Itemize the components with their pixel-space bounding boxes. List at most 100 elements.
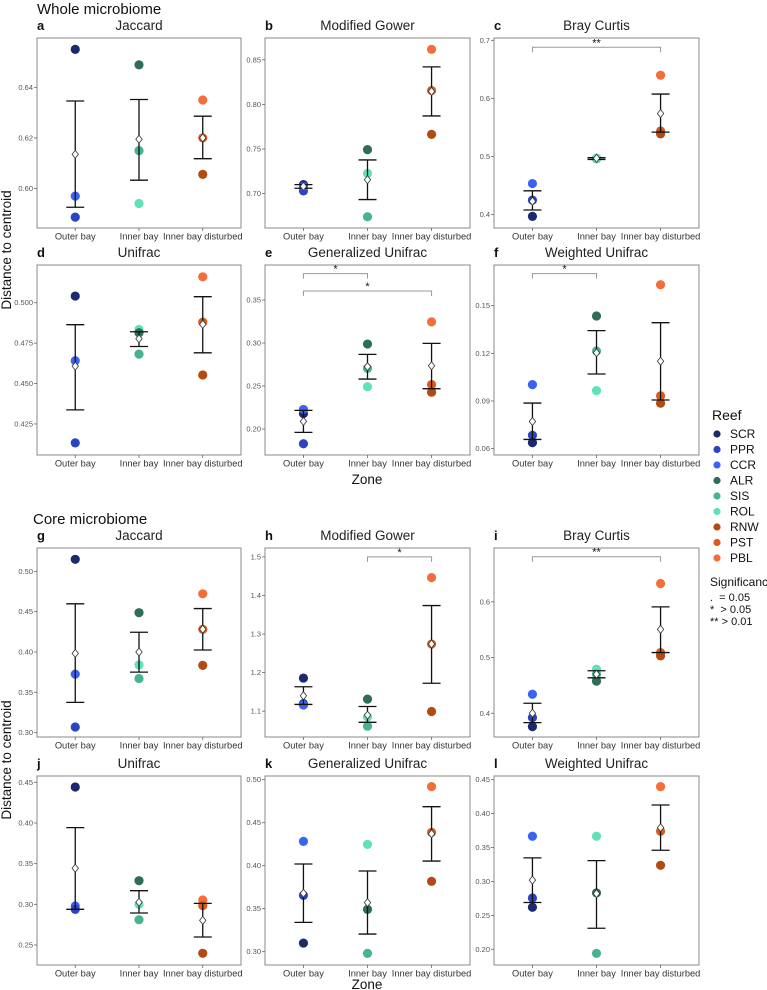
y-tick-label: 0.40 — [475, 809, 490, 818]
mean-marker — [199, 915, 207, 925]
y-tick-label: 0.80 — [246, 100, 261, 109]
point-rol — [134, 198, 144, 209]
mean-marker — [528, 416, 537, 427]
point-scr — [527, 902, 538, 912]
y-axis-title-whole: Distance to centroid — [0, 190, 14, 309]
mean-marker — [299, 416, 308, 427]
point-ccr — [298, 404, 309, 415]
x-tick-label: Inner bay disturbed — [163, 969, 243, 979]
point-ccr — [527, 178, 538, 189]
y-tick-label: 0.60 — [18, 184, 33, 193]
x-tick-label: Inner bay — [348, 969, 387, 979]
mean-marker — [71, 648, 79, 659]
mean-marker — [199, 133, 207, 143]
x-tick-label: Inner bay — [577, 741, 616, 751]
point-alr — [362, 144, 373, 155]
significance-bracket — [531, 556, 662, 562]
x-tick-label: Outer bay — [283, 969, 324, 979]
panel-letter: i — [494, 528, 498, 543]
x-axis-title-core: Zone — [352, 977, 383, 990]
point-scr — [70, 291, 80, 301]
y-tick-label: 0.25 — [475, 911, 490, 920]
point-sis — [362, 212, 373, 222]
point-rnw — [198, 660, 208, 670]
x-tick-label: Inner bay disturbed — [392, 232, 472, 242]
legend-swatch — [713, 476, 721, 485]
panel-title: Generalized Unifrac — [308, 756, 428, 771]
mean-marker — [363, 175, 372, 185]
legend-swatch — [713, 507, 721, 516]
x-tick-label: Inner bay disturbed — [621, 459, 701, 469]
mean-marker — [592, 348, 601, 358]
y-tick-label: 0.20 — [475, 945, 490, 954]
panel-title: Unifrac — [118, 756, 161, 771]
legend-swatch — [713, 445, 721, 454]
mean-marker — [427, 361, 436, 371]
x-tick-label: Outer bay — [283, 741, 324, 751]
panel-letter: h — [265, 528, 273, 543]
mean-marker — [528, 196, 537, 206]
point-sis — [362, 948, 373, 958]
x-tick-label: Inner bay — [577, 969, 616, 979]
legend-item-rol: ROL — [713, 505, 755, 519]
y-tick-label: 0.30 — [246, 339, 261, 348]
x-tick-label: Outer bay — [512, 969, 553, 979]
x-tick-label: Inner bay — [120, 232, 159, 242]
mean-marker — [199, 319, 207, 329]
x-tick-label: Outer bay — [512, 232, 553, 242]
point-rnw — [198, 370, 208, 380]
legend-label: ALR — [730, 474, 754, 488]
point-pbl — [426, 573, 437, 583]
panel-h: h Modified Gower 1.1 1.2 1.3 1.4 1.5 Outer bay I… — [251, 528, 472, 751]
panel-title: Modified Gower — [320, 18, 415, 33]
significance-label: ** — [592, 547, 601, 559]
point-scr — [70, 44, 80, 54]
panel-title: Jaccard — [115, 528, 162, 543]
legend-label: SIS — [730, 489, 749, 503]
point-alr — [362, 694, 373, 704]
point-alr — [134, 608, 144, 618]
legend-label: PST — [730, 536, 754, 550]
point-scr — [527, 438, 538, 448]
y-tick-label: 0.5 — [480, 653, 490, 662]
point-rnw — [655, 651, 666, 661]
mean-marker — [199, 624, 207, 634]
point-rnw — [655, 398, 666, 408]
legend-item-alr: ALR — [713, 474, 754, 488]
point-sis — [591, 948, 602, 958]
mean-marker — [71, 863, 79, 873]
y-tick-label: 0.35 — [18, 688, 33, 697]
significance-label: * — [562, 264, 567, 276]
point-rnw — [426, 387, 437, 397]
point-ccr — [527, 380, 538, 390]
significance-title: Significance — [710, 575, 767, 589]
mean-marker — [363, 710, 372, 720]
x-tick-label: Inner bay — [120, 741, 159, 751]
y-tick-label: 0.30 — [18, 728, 33, 737]
point-pbl — [426, 782, 437, 792]
significance-bracket — [531, 46, 662, 53]
mean-marker — [656, 356, 665, 366]
y-tick-label: 0.30 — [475, 877, 490, 886]
mean-marker — [135, 134, 143, 144]
panel-letter: d — [37, 245, 45, 260]
mean-marker — [135, 647, 143, 657]
panel-title: Generalized Unifrac — [308, 245, 428, 260]
y-tick-label: 0.500 — [14, 298, 33, 307]
legend-swatch — [713, 554, 721, 562]
point-rol — [591, 386, 602, 396]
y-tick-label: 0.70 — [246, 189, 261, 198]
y-tick-label: 0.40 — [18, 648, 33, 657]
point-rol — [591, 831, 602, 841]
legend-swatch — [713, 538, 721, 547]
panel-l: l Weighted Unifrac 0.20 0.25 0.30 0.35 0.40 0.4… — [475, 756, 700, 979]
y-tick-label: 0.35 — [246, 904, 261, 913]
panel-letter: j — [36, 756, 41, 771]
point-ppr — [70, 722, 80, 732]
x-tick-label: Inner bay — [120, 969, 159, 979]
panel-letter: f — [494, 245, 499, 260]
point-ccr — [527, 689, 538, 699]
legend-label: CCR — [730, 458, 756, 472]
